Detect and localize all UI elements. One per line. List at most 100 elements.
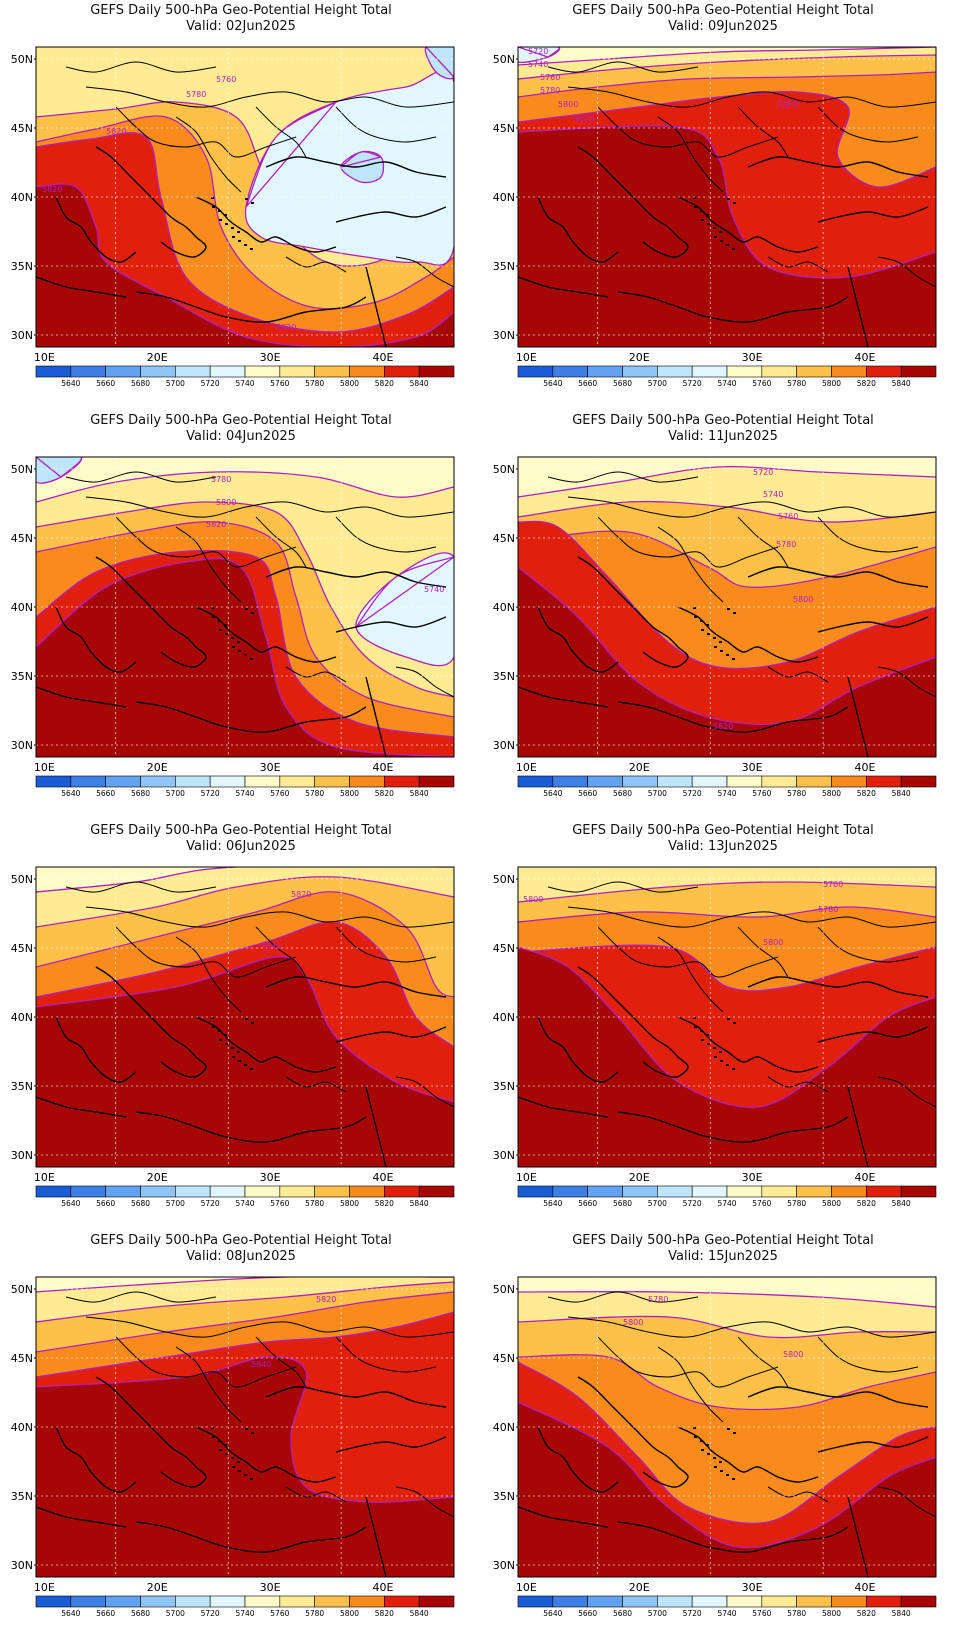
coastline — [55, 1016, 137, 1083]
contour-line — [518, 946, 936, 1108]
latitude-tick-label: 35N — [11, 1080, 33, 1093]
contour-label: 5800 — [623, 1318, 643, 1327]
island — [693, 607, 696, 609]
contour-label: 5820 — [276, 323, 296, 332]
coastline — [55, 1426, 137, 1493]
panel-valid-date: Valid: 09Jun2025 — [668, 19, 778, 34]
island — [218, 620, 221, 622]
country-border — [285, 1076, 347, 1093]
island — [225, 1453, 228, 1455]
longitude-tick-label: 10E — [516, 351, 537, 364]
coastline — [36, 1506, 127, 1528]
latitude-tick-label: 40N — [493, 1421, 515, 1434]
legend-swatch — [140, 365, 176, 378]
longitude-tick-label: 10E — [34, 1171, 55, 1184]
island — [212, 1436, 215, 1438]
legend-level-label: 5740 — [717, 1199, 736, 1208]
contour-label: 5740 — [424, 585, 444, 594]
legend-level-label: 5740 — [235, 789, 254, 798]
legend-level-label: 5760 — [270, 1609, 289, 1618]
map-panel: GEFS Daily 500-hPa Geo-Potential Height … — [482, 0, 964, 410]
coastline — [265, 566, 447, 588]
legend-level-label: 5740 — [235, 379, 254, 388]
coastline — [817, 616, 929, 633]
legend-swatch — [831, 1185, 867, 1198]
latitude-tick-label: 40N — [493, 601, 515, 614]
island — [251, 612, 254, 614]
contour-label: 5740 — [528, 60, 548, 69]
island — [218, 1440, 221, 1442]
latitude-tick-label: 40N — [11, 191, 33, 204]
panel-valid-date: Valid: 11Jun2025 — [668, 429, 778, 444]
legend-level-label: 5740 — [235, 1609, 254, 1618]
legend-swatch — [244, 1595, 281, 1608]
coastline — [577, 1376, 689, 1488]
longitude-tick-label: 30E — [742, 761, 763, 774]
longitude-tick-label: 40E — [854, 1581, 875, 1594]
legend-level-label: 5720 — [201, 1609, 220, 1618]
legend-level-label: 5660 — [578, 1609, 597, 1618]
contour-line — [36, 1291, 454, 1353]
legend-swatch — [726, 1595, 763, 1608]
country-border — [255, 1336, 307, 1388]
island — [727, 608, 730, 610]
latitude-tick-label: 45N — [493, 942, 515, 955]
coastline — [95, 556, 207, 668]
legend-swatch — [140, 1185, 176, 1198]
map-panel: GEFS Daily 500-hPa Geo-Potential Height … — [482, 820, 964, 1230]
legend-swatch — [866, 1595, 902, 1608]
contour-label: 5840 — [261, 942, 281, 951]
coastline — [747, 1386, 929, 1408]
legend-swatch — [279, 365, 315, 378]
latitude-tick-label: 50N — [11, 463, 33, 476]
legend-level-label: 5720 — [683, 379, 702, 388]
latitude-tick-label: 30N — [493, 1559, 515, 1572]
coastline — [747, 976, 929, 998]
legend-level-label: 5840 — [892, 1609, 911, 1618]
map-panel: GEFS Daily 500-hPa Geo-Potential Height … — [0, 1230, 482, 1640]
longitude-tick-label: 30E — [260, 1581, 281, 1594]
legend-level-label: 5720 — [683, 789, 702, 798]
map-fill-layer: 5820 5840 — [36, 867, 454, 1167]
geopotential-height-map: 5720 5740 5760 5780 5800 5820 5800 50N 45N 40N 35N… — [493, 46, 937, 388]
legend-level-label: 5760 — [270, 789, 289, 798]
island — [707, 633, 710, 635]
coastline — [335, 206, 447, 223]
latitude-tick-label: 30N — [493, 1149, 515, 1162]
legend-level-label: 5820 — [857, 379, 876, 388]
legend-level-label: 5800 — [340, 1199, 359, 1208]
island — [720, 1470, 723, 1472]
country-border — [285, 666, 347, 683]
legend-swatch — [622, 1595, 658, 1608]
legend-swatch — [866, 1185, 902, 1198]
contour-line — [518, 90, 936, 188]
legend-swatch — [622, 365, 658, 378]
island — [245, 1018, 248, 1020]
country-border — [115, 106, 297, 158]
legend-swatch — [900, 775, 937, 788]
contour-line — [36, 891, 454, 998]
island — [251, 1022, 254, 1024]
contour-label: 5820 — [316, 1295, 336, 1304]
legend-swatch — [418, 775, 455, 788]
panel-title: GEFS Daily 500-hPa Geo-Potential Height … — [90, 1233, 392, 1248]
island — [726, 1064, 729, 1066]
coastline — [537, 606, 619, 673]
legend-level-label: 5680 — [613, 1199, 632, 1208]
panel-valid-date: Valid: 15Jun2025 — [668, 1249, 778, 1264]
island — [238, 1060, 241, 1062]
longitude-tick-label: 20E — [629, 1171, 650, 1184]
legend-level-label: 5700 — [166, 379, 185, 388]
latitude-tick-label: 30N — [11, 1149, 33, 1162]
island — [232, 646, 235, 648]
country-border — [115, 516, 297, 568]
latitude-tick-label: 40N — [11, 1011, 33, 1024]
legend-swatch — [517, 365, 554, 378]
legend-swatch — [349, 775, 385, 788]
longitude-tick-label: 30E — [260, 1171, 281, 1184]
country-border — [817, 1336, 919, 1373]
coastline — [95, 966, 207, 1078]
latitude-tick-label: 45N — [493, 1352, 515, 1365]
